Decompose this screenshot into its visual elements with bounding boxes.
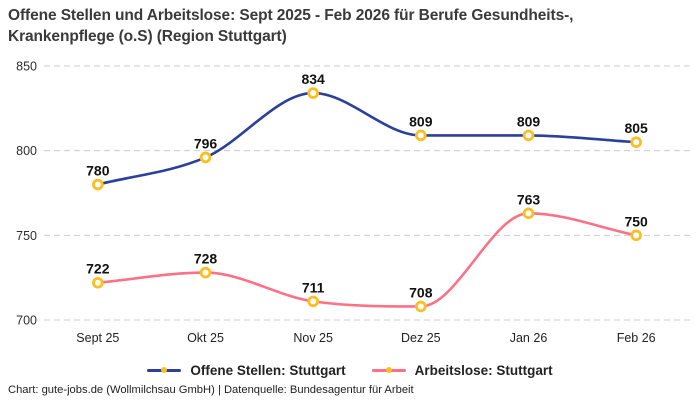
legend-label: Offene Stellen: Stuttgart <box>190 362 346 378</box>
legend-line-swatch <box>147 367 182 373</box>
chart-canvas: 700 750 800 850 Sept 25 Okt 25 Nov 25 Dez 25 Jan… <box>16 60 690 345</box>
data-point-marker[interactable] <box>199 266 212 279</box>
data-point-label: 750 <box>624 213 648 229</box>
legend-marker-dot-icon <box>385 367 392 373</box>
data-point-label: 809 <box>409 113 433 129</box>
chart-title: Offene Stellen und Arbeitslose: Sept 202… <box>8 7 574 46</box>
data-point-marker[interactable] <box>415 300 427 313</box>
data-point-label: 809 <box>517 113 541 129</box>
source-credit: Chart: gute-jobs.de (Wollmilchsau GmbH) … <box>8 384 414 396</box>
data-point-label: 780 <box>86 163 110 179</box>
x-tick-label: Sept 25 <box>76 331 119 345</box>
x-tick-label: Nov 25 <box>293 331 333 345</box>
data-point-label: 763 <box>517 191 541 207</box>
x-tick-label: Dez 25 <box>401 331 441 345</box>
data-point-label: 722 <box>86 261 110 277</box>
legend-line-swatch <box>371 367 406 373</box>
series-line <box>96 91 638 186</box>
legend: Offene Stellen: Stuttgart Arbeitslose: S… <box>0 360 700 380</box>
data-point-marker[interactable] <box>415 129 427 142</box>
data-point-marker[interactable] <box>92 178 104 191</box>
data-point-label: 728 <box>194 251 218 267</box>
legend-label: Arbeitslose: Stuttgart <box>414 362 553 378</box>
data-point-label: 805 <box>624 120 648 136</box>
data-point-marker[interactable] <box>522 207 535 220</box>
y-tick-label: 850 <box>16 60 37 74</box>
legend-item-arbeitslose[interactable]: Arbeitslose: Stuttgart <box>371 362 553 378</box>
data-point-marker[interactable] <box>630 136 642 148</box>
x-tick-label: Feb 26 <box>617 331 656 345</box>
data-point-marker[interactable] <box>307 295 319 308</box>
data-point-label: 796 <box>194 135 218 151</box>
y-tick-label: 750 <box>16 229 37 243</box>
y-tick-label: 800 <box>16 144 37 158</box>
data-point-marker[interactable] <box>630 229 642 242</box>
data-point-label: 834 <box>301 71 325 87</box>
data-point-marker[interactable] <box>92 276 104 289</box>
data-point-marker[interactable] <box>307 87 319 99</box>
y-tick-label: 700 <box>16 314 37 328</box>
data-point-label: 708 <box>409 284 433 300</box>
legend-marker-dot-icon <box>161 367 168 373</box>
data-point-marker[interactable] <box>522 129 535 142</box>
data-point-marker[interactable] <box>199 151 212 164</box>
data-point-label: 711 <box>302 279 325 295</box>
series-line <box>96 212 638 308</box>
x-tick-label: Okt 25 <box>187 331 224 345</box>
x-tick-label: Jan 26 <box>510 331 548 345</box>
legend-item-offene-stellen[interactable]: Offene Stellen: Stuttgart <box>147 362 346 378</box>
